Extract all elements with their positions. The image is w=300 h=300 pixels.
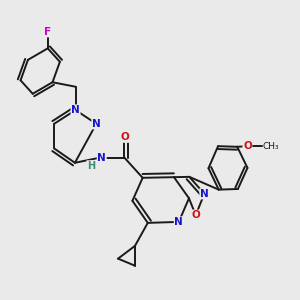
Text: N: N [200,189,209,199]
Text: N: N [92,119,101,129]
Text: N: N [71,105,80,115]
Text: O: O [120,132,129,142]
Text: H: H [87,161,95,171]
Text: CH₃: CH₃ [263,142,279,151]
Text: O: O [191,210,200,220]
Text: F: F [44,27,51,37]
Text: N: N [174,217,183,227]
Text: N: N [98,153,106,163]
Text: O: O [243,141,252,151]
